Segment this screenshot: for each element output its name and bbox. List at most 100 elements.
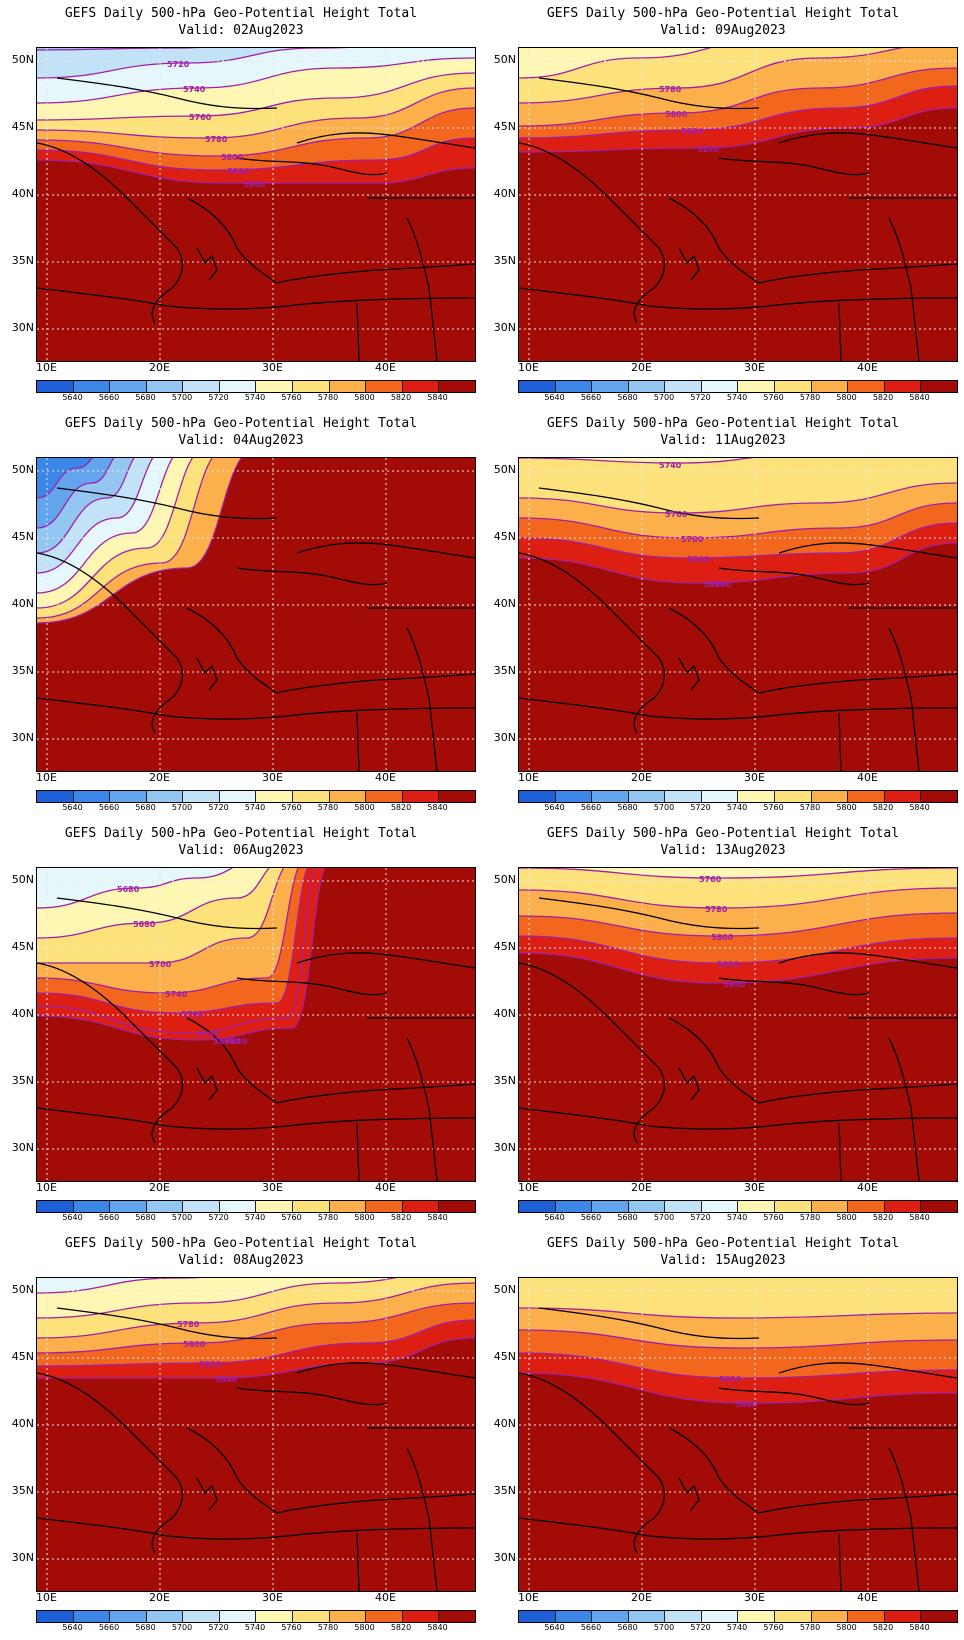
contour-label: 5800 [183,1340,206,1349]
contour-line [37,868,316,1034]
contour-label: 5780 [177,1320,200,1329]
latitude-label: 35N [493,254,516,267]
longitude-label: 20E [149,361,170,374]
latitude-label: 35N [11,1484,34,1497]
colorbar-swatch [519,791,556,802]
contour-label: 5680 [133,920,156,929]
colorbar-label: 5820 [390,1213,412,1222]
colorbar-label: 5840 [427,1213,448,1222]
contour-label: 5840 [225,1037,248,1046]
colorbar-swatch [811,1201,849,1212]
coastline [56,1307,278,1340]
coastline [718,1387,870,1406]
coastline [356,712,360,771]
coastline [538,77,760,110]
coastline [678,1477,700,1511]
contour-line [37,868,234,909]
colorbar-swatch [402,791,440,802]
contour-label: 5780 [705,905,728,914]
colorbar-swatch [921,381,957,392]
coastline [778,952,957,969]
latitude-label: 50N [493,53,516,66]
colorbar-swatch [293,791,330,802]
longitude-label: 30E [744,771,765,784]
colorbar-swatch [628,791,666,802]
longitude-label: 10E [518,361,539,374]
contour-line [519,952,957,984]
colorbar-label: 5660 [98,803,120,812]
coastline [37,697,475,720]
coastline [888,1447,920,1591]
colorbar-swatch [884,1611,922,1622]
contour-line [37,1337,475,1379]
contour-line [37,458,93,499]
colorbar-swatch [592,1201,629,1212]
contour-line [37,1319,475,1367]
colorbar-swatch [329,381,367,392]
coastline [519,1517,957,1540]
colorbar-swatch [921,791,957,802]
colorbar-label: 5700 [653,803,675,812]
colorbar-swatch [921,1201,957,1212]
contour-line [519,542,957,584]
colorbar-label: 5760 [763,1213,784,1222]
latitude-label: 45N [11,940,34,953]
colorbar-label: 5680 [617,803,638,812]
colorbar-swatch [146,1201,184,1212]
latitude-label: 40N [493,597,516,610]
map-panel: GEFS Daily 500-hPa Geo-Potential Height … [482,820,964,1230]
contour-label: 5760 [665,510,688,519]
colorbar-label: 5660 [580,393,602,402]
contour-line [519,85,957,139]
coastline [519,552,666,699]
contour-label: 5820 [681,127,704,136]
panel-valid-date: Valid: 04Aug2023 [178,433,304,448]
latitude-label: 40N [493,1007,516,1020]
longitude-label: 20E [631,361,652,374]
colorbar-label: 5840 [909,1213,930,1222]
colorbar-swatch [701,791,739,802]
coastline [838,302,842,361]
contour-line [37,458,174,594]
colorbar-swatch [293,381,330,392]
contour-label: 5820 [703,580,726,589]
colorbar-swatch [73,381,111,392]
colorbar-swatch [701,1201,739,1212]
colorbar-swatch [592,381,629,392]
contour-label: 5680 [117,885,140,894]
contour-label: 5700 [149,960,172,969]
coastline [37,142,184,289]
coastline [356,1122,360,1181]
colorbar-label: 5640 [62,1213,83,1222]
colorbar-swatch [921,1611,957,1622]
colorbar-label: 5840 [909,393,930,402]
colorbar-swatch [848,791,885,802]
colorbar-swatch [146,381,184,392]
colorbar-label: 5840 [427,1623,448,1632]
contour-line [37,1278,201,1294]
coastline [668,1017,760,1104]
colorbar-label: 5720 [208,803,229,812]
contour-label: 5740 [165,990,188,999]
colorbar-swatch [738,381,776,392]
contour-label: 5780 [205,135,228,144]
colorbar-swatch [146,1611,184,1622]
coastline [406,627,438,771]
contour-line [37,1282,475,1339]
contour-line [37,458,135,554]
colorbar-label: 5800 [836,393,857,402]
contour-line [37,107,475,157]
longitude-label: 40E [375,1591,396,1604]
latitude-label: 50N [493,1283,516,1296]
height-band [37,1278,395,1318]
longitude-label: 20E [631,771,652,784]
longitude-label: 30E [262,1591,283,1604]
latitude-label: 40N [493,1417,516,1430]
contour-label: 5820 [717,960,740,969]
colorbar-label: 5760 [763,1623,784,1632]
colorbar [518,1200,958,1213]
coastline [678,657,700,691]
contour-label: 5820 [227,167,250,176]
contour-line [37,48,201,51]
latitude-label: 30N [11,1551,34,1564]
